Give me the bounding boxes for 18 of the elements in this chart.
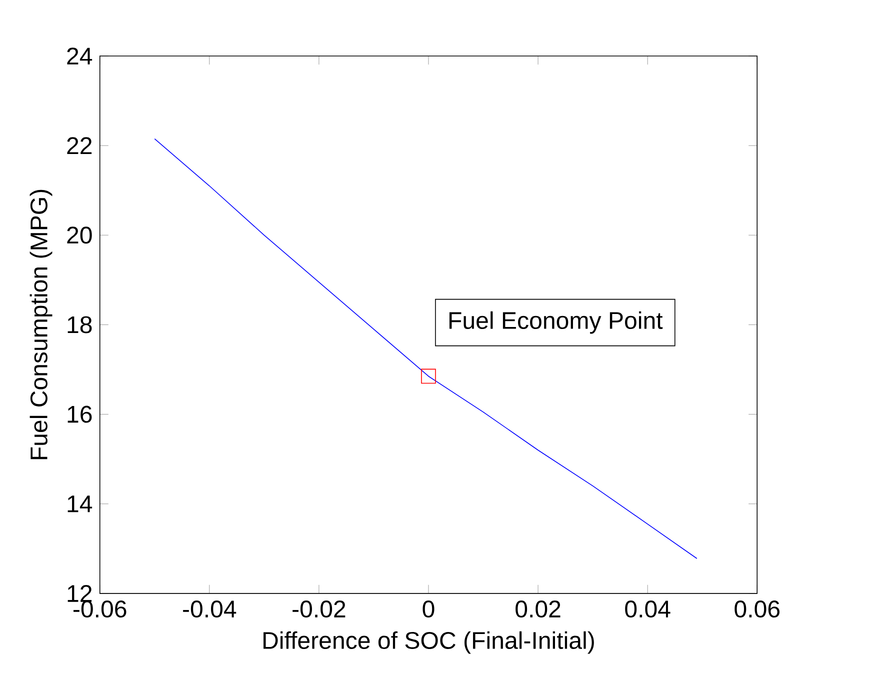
x-tick-label: 0.06 <box>734 600 780 618</box>
x-tick-label: 0 <box>422 600 434 618</box>
line-series <box>154 138 698 560</box>
x-axis-title: Difference of SOC (Final-Initial) <box>264 631 594 654</box>
y-tick-label: 18 <box>68 316 92 334</box>
y-tick-label: 14 <box>68 496 92 512</box>
x-tick-label: -0.04 <box>183 600 236 618</box>
x-tick-label: 0.02 <box>516 600 560 618</box>
x-tick-label: -0.06 <box>74 600 126 618</box>
y-tick-label: 16 <box>68 406 92 423</box>
y-tick-label: 24 <box>67 48 92 65</box>
x-tick-label: -0.02 <box>292 600 346 618</box>
y-tick-label: 20 <box>67 226 92 244</box>
x-tick-label: 0.04 <box>625 600 670 618</box>
annotation: Fuel Economy Point <box>449 311 663 334</box>
y-tick-label: 22 <box>67 137 92 154</box>
y-axis-title: Fuel Consumption (MPG) <box>30 190 52 460</box>
y-tick-label: 12 <box>68 585 92 602</box>
